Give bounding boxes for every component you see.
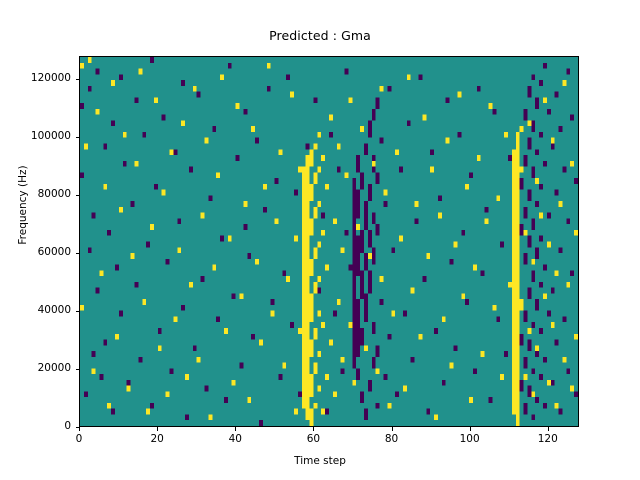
y-tick-mark: [75, 427, 79, 428]
y-tick-label: 60000: [37, 246, 71, 259]
heatmap-image: [80, 57, 578, 426]
x-tick-label: 20: [150, 433, 164, 445]
x-tick-mark: [79, 427, 80, 431]
x-tick-label: 120: [537, 433, 558, 445]
x-tick-label: 0: [75, 433, 83, 445]
y-tick-mark: [75, 79, 79, 81]
y-tick-mark: [75, 369, 79, 371]
y-tick-label: 0: [64, 420, 71, 432]
x-tick-mark: [313, 427, 315, 431]
x-tick-mark: [469, 427, 471, 431]
y-tick-label: 120000: [30, 72, 71, 85]
heatmap-plot-area[interactable]: [79, 56, 579, 427]
x-axis-label: Time step: [294, 455, 346, 467]
y-tick-label: 100000: [30, 130, 71, 143]
x-tick-label: 40: [228, 433, 242, 445]
x-tick-label: 80: [384, 433, 399, 445]
y-tick-mark: [75, 195, 79, 197]
y-tick-label: 20000: [37, 362, 71, 375]
x-tick-label: 60: [306, 433, 321, 445]
y-tick-mark: [75, 311, 79, 313]
y-tick-mark: [75, 253, 79, 255]
x-tick-mark: [235, 427, 237, 431]
x-tick-mark: [157, 427, 159, 431]
y-tick-mark: [75, 137, 79, 139]
y-tick-label: 40000: [37, 304, 71, 317]
y-tick-label: 80000: [37, 188, 71, 201]
page-title: Predicted : Gma: [269, 28, 371, 43]
x-tick-mark: [391, 427, 393, 431]
x-tick-label: 100: [459, 433, 480, 445]
x-tick-mark: [547, 427, 549, 431]
